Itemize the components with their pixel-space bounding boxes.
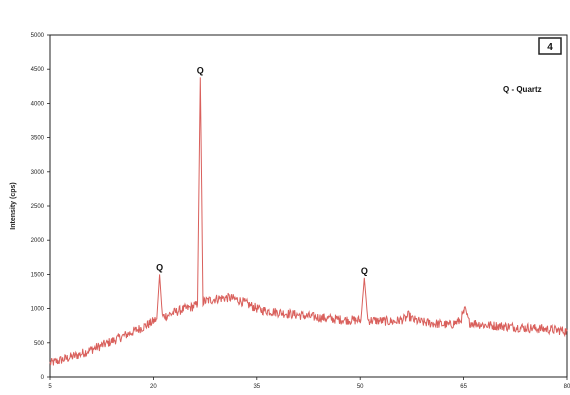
figure-badge: 4 <box>547 42 553 53</box>
x-tick-label: 50 <box>357 384 364 390</box>
x-tick-label: 80 <box>564 384 570 390</box>
peak-annotations: Q Q Q <box>156 65 368 275</box>
legend-text: Q - Quartz <box>503 85 542 94</box>
y-tick-label: 2500 <box>31 204 45 210</box>
plot-area-frame <box>49 34 568 378</box>
y-tick-label: 2000 <box>31 238 45 244</box>
peak-label: Q <box>197 65 204 75</box>
x-tick-label: 20 <box>150 384 157 390</box>
x-axis: 5 20 35 50 65 80 <box>48 377 570 390</box>
y-tick-label: 5000 <box>31 33 45 39</box>
y-tick-label: 4000 <box>31 101 45 107</box>
y-tick-label: 1000 <box>31 307 45 313</box>
figure-badge-box <box>538 37 562 55</box>
y-axis: 0 500 1000 1500 2000 2500 3000 3500 4000 4500 5000 <box>31 33 50 381</box>
x-tick-label: 35 <box>253 384 260 390</box>
x-tick-label: 5 <box>48 384 52 390</box>
peak-label: Q <box>156 262 163 272</box>
y-axis-title: Intensity (cps) <box>10 182 17 229</box>
y-tick-label: 500 <box>34 341 45 347</box>
peak-label: Q <box>361 266 368 276</box>
y-tick-label: 1500 <box>31 272 45 278</box>
y-tick-label: 4500 <box>31 67 45 73</box>
y-tick-label: 3000 <box>31 170 45 176</box>
x-tick-label: 65 <box>460 384 467 390</box>
series-line <box>49 77 568 366</box>
y-tick-label: 0 <box>41 375 45 381</box>
y-tick-label: 3500 <box>31 136 45 142</box>
